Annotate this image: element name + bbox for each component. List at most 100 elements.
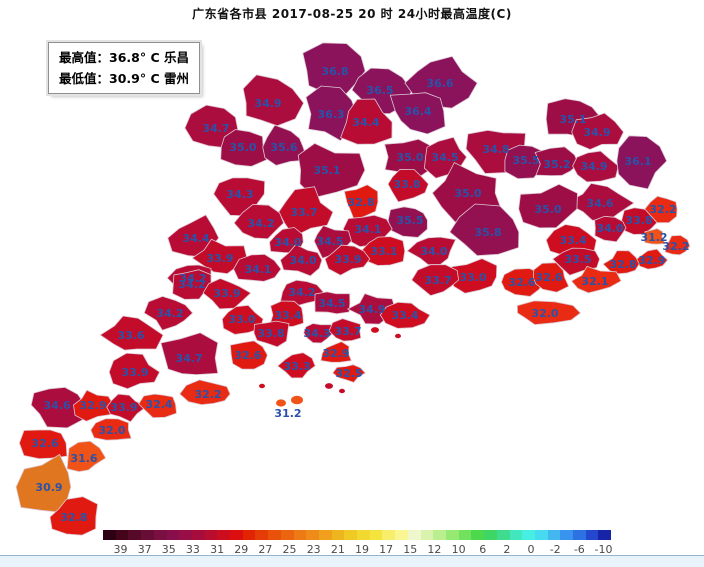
map-region	[108, 352, 161, 390]
min-value-line: 最低值：30.9° C 雷州	[59, 71, 189, 86]
colorbar-tick-label: -6	[573, 543, 585, 556]
colorbar-segment	[509, 530, 523, 540]
colorbar-segment	[560, 530, 574, 540]
colorbar-segment	[522, 530, 535, 540]
map-region-temperature-label: 34.6	[43, 399, 70, 412]
map-region-temperature-label: 34.9	[358, 303, 385, 316]
colorbar-segment	[128, 530, 142, 540]
map-region	[303, 323, 334, 344]
map-region-temperature-label: 33.4	[391, 309, 418, 322]
map-region	[570, 265, 622, 294]
colorbar-segment	[445, 530, 459, 540]
colorbar-segment	[395, 530, 408, 540]
map-region	[160, 332, 219, 376]
map-region-temperature-label: 32.6	[535, 271, 562, 284]
map-region-temperature-label: 32.9	[638, 254, 665, 267]
map-region-temperature-label: 34.7	[202, 122, 229, 135]
map-region-temperature-label: 32.4	[145, 398, 172, 411]
map-region	[332, 364, 366, 383]
colorbar-segment	[153, 530, 167, 540]
map-region-temperature-label: 31.6	[70, 452, 97, 465]
map-region-temperature-label: 33.5	[564, 253, 591, 266]
map-region	[279, 279, 324, 307]
map-region-temperature-label: 34.1	[354, 223, 381, 236]
map-region	[602, 250, 640, 275]
colorbar-segment	[204, 530, 218, 540]
map-region-temperature-label: 33.6	[117, 329, 144, 342]
colorbar-segment	[344, 530, 358, 540]
colorbar-tick-label: 29	[234, 543, 249, 556]
map-region-temperature-label: 32.9	[322, 347, 349, 360]
map-region-temperature-label: 34.7	[175, 352, 202, 365]
map-region-temperature-label: 35.1	[559, 113, 586, 126]
map-region-temperature-label: 32.5	[335, 367, 362, 380]
map-region-temperature-label: 34.4	[352, 116, 379, 129]
map-region-temperature-label: 34.4	[182, 232, 209, 245]
map-region-temperature-label: 35.0	[229, 141, 256, 154]
map-region	[616, 135, 668, 190]
map-region	[73, 389, 115, 422]
map-region-temperature-label: 34.0	[596, 222, 623, 235]
colorbar-tick-label: 39	[113, 543, 128, 556]
map-region	[269, 300, 304, 327]
map-region-temperature-label: 33.3	[283, 360, 310, 373]
map-region	[229, 340, 268, 370]
colorbar-tick-label: 25	[282, 543, 297, 556]
map-region-temperature-label: 34.3	[303, 327, 330, 340]
colorbar-segment	[255, 530, 269, 540]
map-region	[30, 386, 86, 429]
map-region-temperature-label: 33.8	[257, 327, 284, 340]
map-region-temperature-label: 34.1	[244, 263, 271, 276]
colorbar-segment	[433, 530, 446, 540]
map-region	[99, 315, 164, 351]
map-region-temperature-label: 34.9	[583, 126, 610, 139]
map-region	[277, 352, 316, 379]
map-region	[302, 42, 366, 96]
map-region-temperature-label: 34.0	[289, 254, 316, 267]
map-region-temperature-label: 34.9	[254, 97, 281, 110]
map-region	[534, 146, 580, 177]
map-region-temperature-label: 32.2	[662, 240, 689, 253]
colorbar-segment	[496, 530, 510, 540]
map-region	[242, 74, 305, 127]
map-region-temperature-label: 35.0	[454, 187, 481, 200]
colorbar-tick-label: 21	[330, 543, 345, 556]
map-region-temperature-label: 34.5	[431, 151, 458, 164]
map-region-temperature-label: 34.2	[288, 286, 315, 299]
map-region	[172, 269, 212, 300]
colorbar-segment	[573, 530, 586, 540]
map-region-temperature-label: 33.7	[424, 274, 451, 287]
map-region	[49, 496, 99, 536]
colorbar-segment	[585, 530, 599, 540]
map-region	[516, 300, 582, 326]
map-region-temperature-label: 34.5	[318, 297, 345, 310]
map-region-temperature-label: 35.5	[396, 214, 423, 227]
map-region	[66, 440, 107, 473]
map-region	[328, 318, 362, 342]
colorbar-segment	[230, 530, 243, 540]
map-island	[339, 388, 345, 394]
colorbar-segment	[268, 530, 281, 540]
map-region-temperature-label: 34.5	[316, 235, 343, 248]
colorbar-segment	[318, 530, 332, 540]
map-region-temperature-label: 33.8	[625, 214, 652, 227]
map-region-temperature-label: 33.9	[334, 253, 361, 266]
colorbar-segment	[179, 530, 192, 540]
map-region-temperature-label: 36.1	[624, 155, 651, 168]
map-region	[340, 98, 393, 145]
colorbar-tick-label: -10	[594, 543, 613, 556]
colorbar-tick-label: 10	[451, 543, 466, 556]
map-region	[179, 379, 231, 406]
map-region	[571, 112, 624, 150]
map-region	[202, 278, 252, 310]
map-region-temperature-label: 35.1	[313, 164, 340, 177]
colorbar-tick-label: 19	[355, 543, 369, 556]
colorbar-segment	[357, 530, 370, 540]
map-island	[276, 399, 286, 407]
map-island	[395, 333, 401, 339]
map-region	[644, 195, 678, 224]
map-region	[279, 244, 323, 277]
map-region-temperature-label: 35.0	[396, 151, 423, 164]
map-region	[664, 234, 691, 256]
map-region-temperature-label: 32.0	[531, 307, 558, 320]
